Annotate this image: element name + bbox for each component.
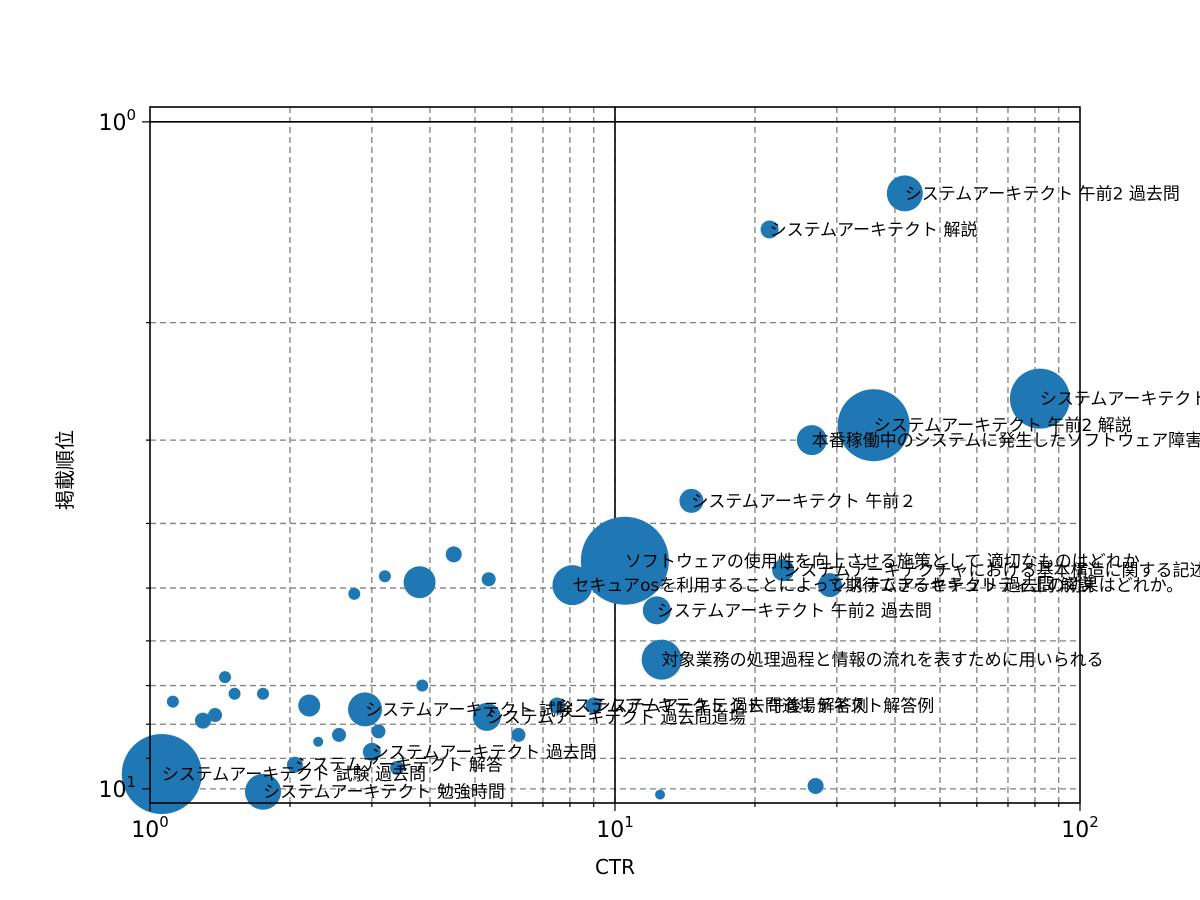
data-point (548, 697, 565, 714)
point-label: システムアーキテクト 午前2 解説 (874, 416, 1132, 436)
data-point (219, 671, 232, 684)
data-point (416, 679, 429, 692)
data-point (257, 687, 270, 700)
data-point (286, 756, 303, 773)
data-point (481, 572, 496, 587)
x-tick-label: 101 (596, 813, 634, 843)
data-point (378, 570, 391, 583)
point-label: セキュアosを利用することによって期待できるセキュリティ上の効果はどれか。 (572, 576, 1183, 596)
data-point (655, 789, 666, 800)
data-point (348, 587, 361, 600)
point-label: システムアーキテクト 勉強時間 (263, 783, 505, 803)
point-label: システムアーキテクト 午前2 過去問 (657, 601, 932, 621)
data-point (403, 566, 436, 599)
y-tick-label: 100 (98, 106, 136, 136)
data-point (807, 777, 824, 794)
data-point (313, 736, 324, 747)
data-point (228, 687, 241, 700)
data-point (760, 220, 779, 239)
point-label: システムアーキテクト 午後1 解答例 (594, 697, 869, 717)
data-point (585, 697, 602, 714)
data-point (245, 773, 282, 810)
data-point (511, 727, 526, 742)
data-point (641, 639, 682, 680)
data-point (348, 692, 383, 727)
data-point (1009, 368, 1070, 429)
data-point (472, 702, 501, 731)
data-point (362, 742, 381, 761)
data-point (208, 708, 223, 723)
data-point (837, 389, 910, 462)
point-label: 本番稼働中のシステムに発生したソフトウェア障害 (812, 431, 1200, 451)
x-tick-label: 102 (1061, 813, 1099, 843)
data-point (642, 596, 671, 625)
data-point (679, 488, 704, 513)
point-label: システムアーキテクト 解説 (770, 220, 978, 240)
point-label: システムアーキテクト 午前2 過去問 (905, 184, 1180, 204)
point-label: システムアーキテクト 解答 (295, 756, 503, 776)
y-tick-label: 101 (98, 773, 136, 803)
data-point (818, 573, 843, 598)
tick-labels: 100 101 102 100 101 (98, 106, 1098, 843)
point-label: システムアーキテクト 過去問道場 (487, 708, 746, 728)
point-label: システムアーキテクト 試験 過去問 (162, 765, 426, 785)
data-point (332, 727, 347, 742)
point-label: システムアーキテクト 試験 (365, 700, 573, 720)
data-point (796, 425, 827, 456)
axes-frame (142, 106, 1081, 811)
point-label: システムアーキテクチャにおける基本構造に関する記述 (783, 561, 1200, 581)
data-points (121, 175, 1070, 815)
data-point (390, 760, 405, 775)
data-point (194, 712, 211, 729)
point-label: ソフトウェアの使用性を向上させる施策として 適切なものはどれか (625, 551, 1140, 572)
data-point (371, 724, 386, 739)
data-point (552, 565, 593, 606)
y-axis-label: 掲載順位 (53, 430, 77, 510)
point-label: システムアーキテクト 過去問道場テキスト解答例 (557, 697, 934, 717)
data-point (166, 695, 179, 708)
data-point (886, 175, 923, 212)
grid (150, 107, 1080, 803)
x-tick-label: 100 (131, 813, 169, 843)
point-label: システムアーキテクト 過去問 解説 (830, 576, 1094, 596)
point-label: 対象業務の処理過程と情報の流れを表すために用いられる (662, 651, 1104, 671)
point-label: システムアーキテクト 午前２ (691, 492, 916, 512)
x-axis-label: CTR (595, 855, 635, 879)
data-point (445, 546, 462, 563)
data-point (772, 559, 795, 582)
point-label: システムアーキテクト (1040, 390, 1200, 410)
data-point (298, 694, 321, 717)
data-point (121, 734, 202, 815)
data-point (580, 516, 669, 605)
point-label: システムアーキテクト 過去問 (372, 743, 597, 763)
